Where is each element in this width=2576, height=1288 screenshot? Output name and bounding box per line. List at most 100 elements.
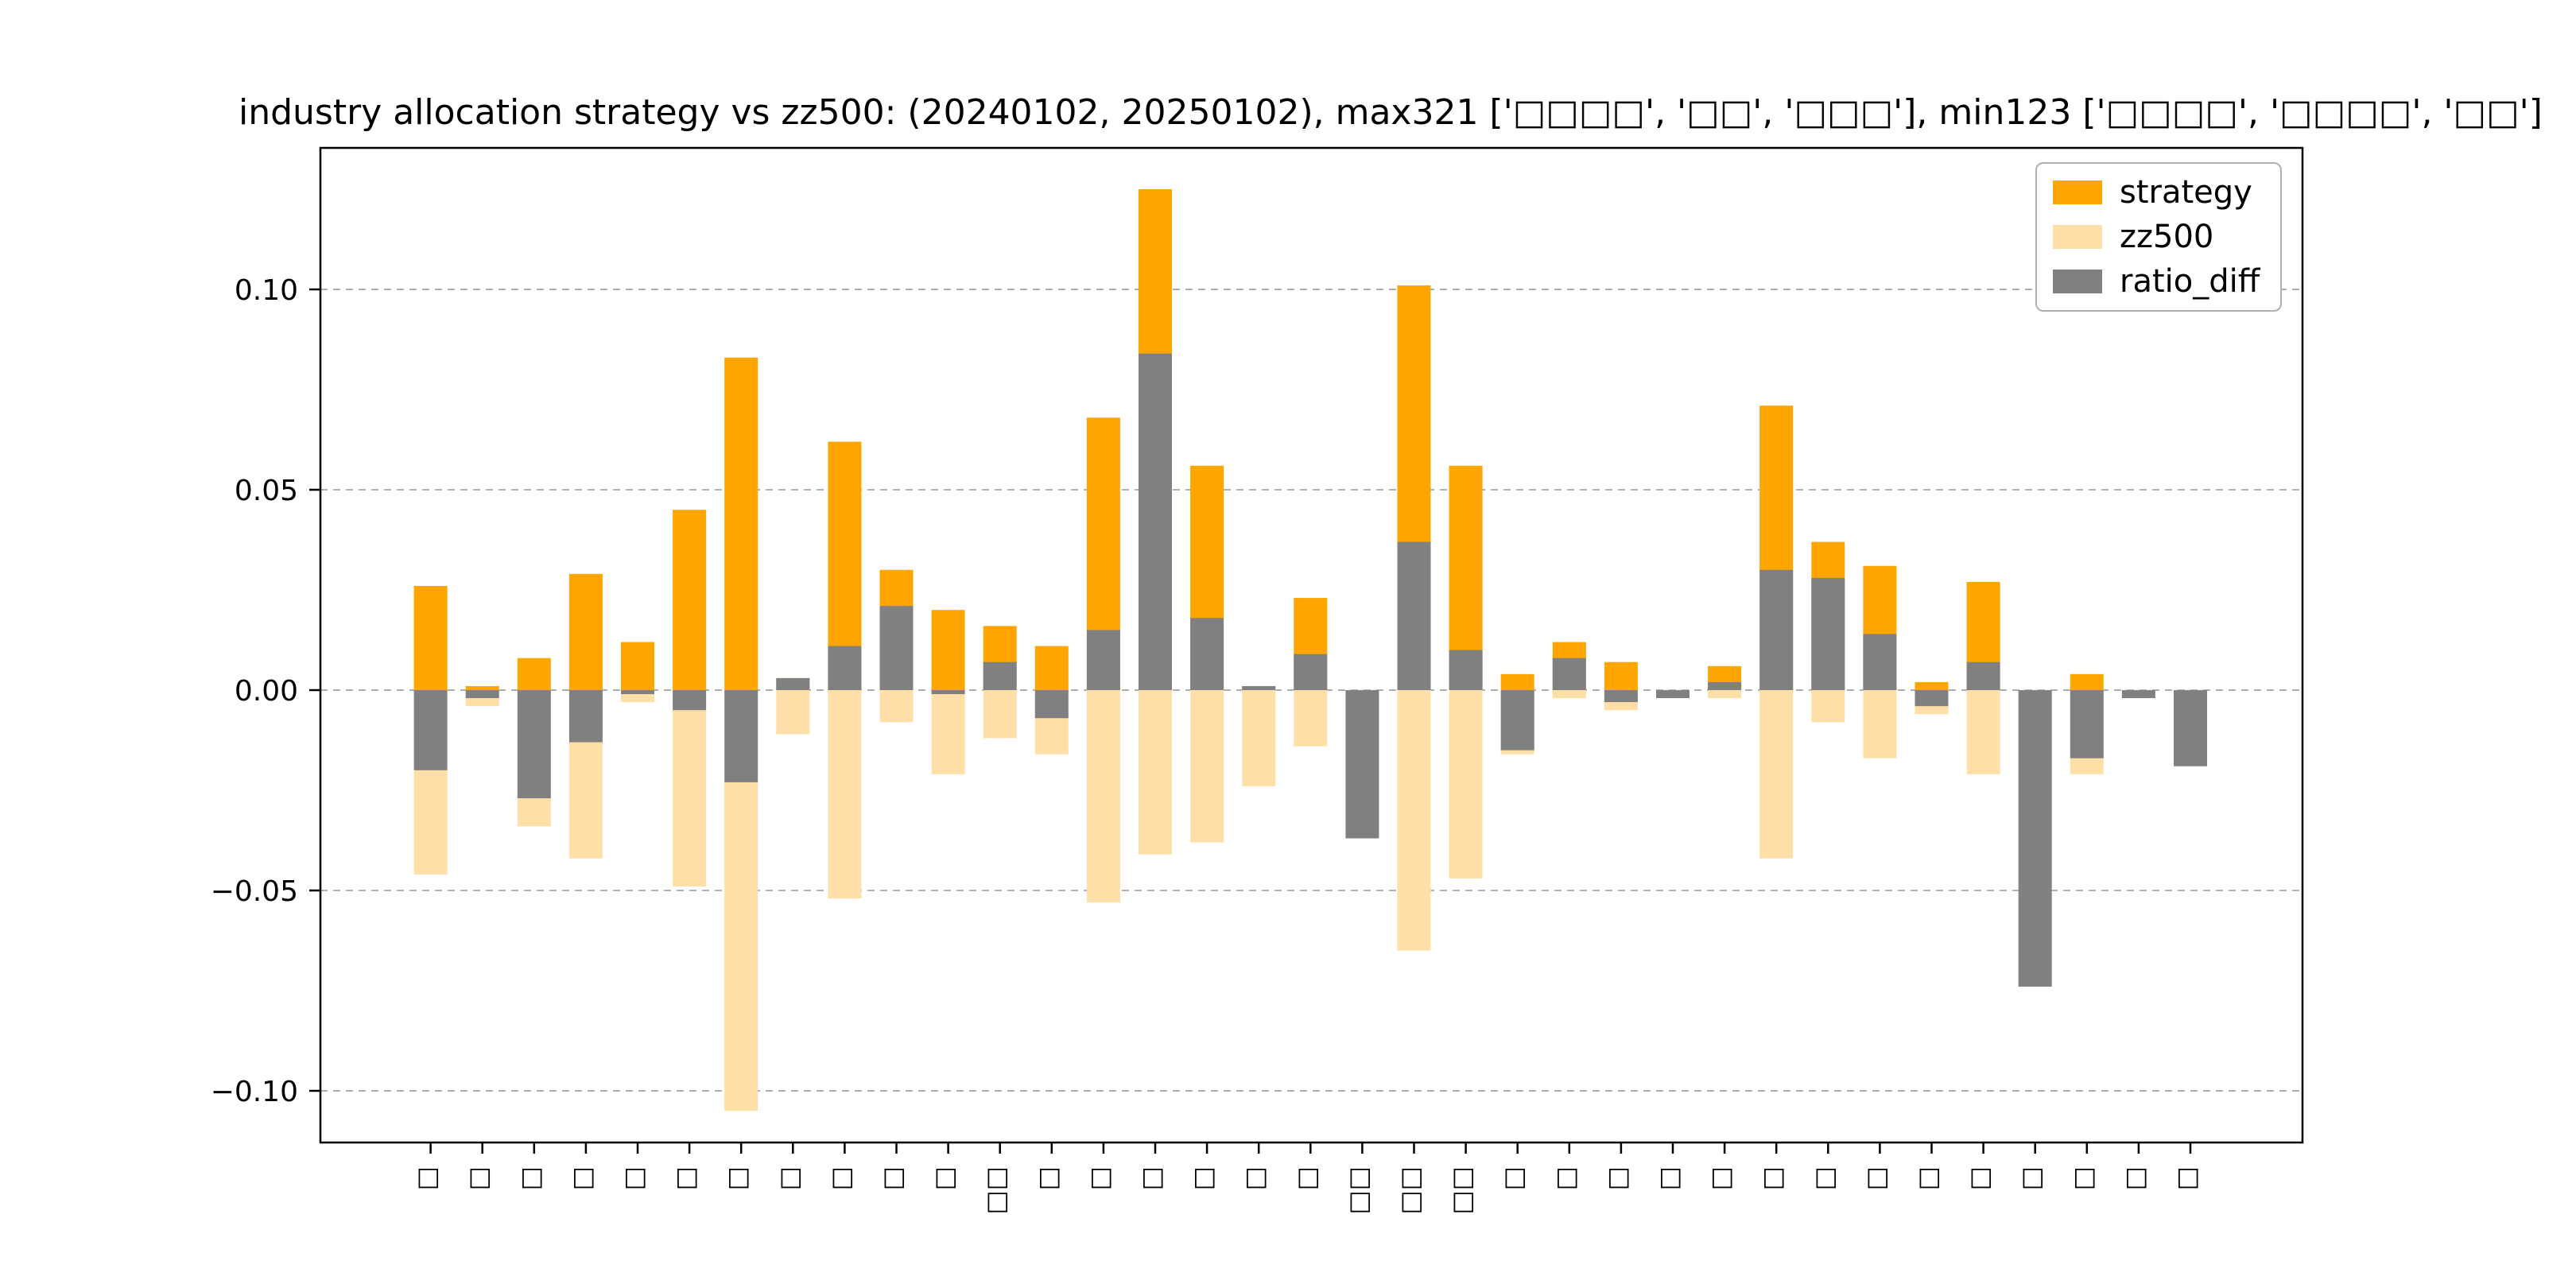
bar-zz500 bbox=[1190, 690, 1224, 843]
bar-ratio_diff bbox=[2070, 690, 2104, 758]
bar-strategy bbox=[931, 610, 965, 690]
bar-ratio_diff bbox=[1915, 690, 1949, 707]
bar-strategy bbox=[1915, 681, 1949, 690]
x-tick-label: □ bbox=[1037, 1166, 1067, 1190]
bar-zz500 bbox=[1966, 690, 2000, 774]
bar-ratio_diff bbox=[828, 646, 862, 690]
bar-ratio_diff bbox=[1242, 685, 1276, 690]
legend-label-strategy: strategy bbox=[2120, 174, 2252, 211]
bar-ratio_diff bbox=[983, 661, 1017, 690]
x-tick-label: □ bbox=[1503, 1166, 1533, 1190]
bar-ratio_diff bbox=[2174, 690, 2207, 766]
x-tick-label: □□ bbox=[985, 1166, 1015, 1214]
bar-ratio_diff bbox=[931, 690, 965, 695]
bar-ratio_diff bbox=[1552, 658, 1586, 690]
x-tick-label: □ bbox=[2072, 1166, 2102, 1190]
bar-ratio_diff bbox=[1139, 353, 1172, 690]
bar-zz500 bbox=[983, 690, 1017, 739]
bar-zz500 bbox=[1294, 690, 1328, 747]
x-tick-label: □ bbox=[416, 1166, 446, 1190]
x-tick-label: □ bbox=[1243, 1166, 1274, 1190]
bar-ratio_diff bbox=[1294, 654, 1328, 690]
bar-ratio_diff bbox=[879, 606, 914, 690]
bar-ratio_diff bbox=[517, 690, 551, 799]
bar-ratio_diff bbox=[1034, 690, 1069, 719]
bar-ratio_diff bbox=[568, 690, 603, 743]
bar-zz500 bbox=[1759, 690, 1794, 859]
x-tick-label: □ bbox=[1658, 1166, 1688, 1190]
x-tick-label: □ bbox=[519, 1166, 549, 1190]
bar-zz500 bbox=[1552, 690, 1586, 699]
chart-title: industry allocation strategy vs zz500: (… bbox=[239, 92, 2543, 133]
bar-zz500 bbox=[1708, 690, 1742, 699]
bar-strategy bbox=[724, 357, 758, 690]
bar-strategy bbox=[621, 642, 654, 690]
x-tick-label: □ bbox=[1864, 1166, 1895, 1190]
x-tick-label: □ bbox=[1192, 1166, 1222, 1190]
x-tick-label: □ bbox=[933, 1166, 964, 1190]
bar-strategy bbox=[568, 573, 603, 690]
bar-zz500 bbox=[1863, 690, 1897, 758]
legend-swatch-ratio-diff bbox=[2053, 270, 2102, 293]
legend-label-zz500: zz500 bbox=[2120, 219, 2214, 255]
bar-ratio_diff bbox=[1863, 634, 1897, 690]
y-tick-label: 0.05 bbox=[235, 475, 298, 507]
x-tick-label: □ bbox=[1554, 1166, 1585, 1190]
bar-strategy bbox=[413, 585, 448, 690]
bar-strategy bbox=[465, 685, 499, 690]
bar-ratio_diff bbox=[724, 690, 758, 782]
bar-strategy bbox=[1604, 661, 1638, 690]
bar-zz500 bbox=[1397, 690, 1431, 951]
y-tick-label: 0.10 bbox=[235, 274, 298, 307]
x-tick-label: □ bbox=[2124, 1166, 2154, 1190]
bar-ratio_diff bbox=[1397, 541, 1431, 690]
x-tick-label: □ bbox=[882, 1166, 912, 1190]
bar-zz500 bbox=[1086, 690, 1120, 903]
bar-zz500 bbox=[879, 690, 914, 723]
bar-ratio_diff bbox=[673, 690, 707, 711]
x-tick-label: □ bbox=[1917, 1166, 1947, 1190]
x-tick-label: □ bbox=[467, 1166, 498, 1190]
bar-ratio_diff bbox=[1759, 569, 1794, 690]
bar-ratio_diff bbox=[1811, 577, 1845, 690]
bar-strategy bbox=[517, 658, 551, 690]
x-tick-label: □□ bbox=[1451, 1166, 1481, 1214]
x-tick-label: □ bbox=[1140, 1166, 1170, 1190]
bar-ratio_diff bbox=[465, 690, 499, 699]
y-tick-label: 0.00 bbox=[235, 675, 298, 708]
x-tick-label: □ bbox=[1088, 1166, 1119, 1190]
bar-zz500 bbox=[1449, 690, 1483, 879]
bar-zz500 bbox=[828, 690, 862, 899]
x-tick-label: □ bbox=[571, 1166, 601, 1190]
x-tick-label: □□ bbox=[1347, 1166, 1377, 1214]
legend-item-ratio-diff: ratio_diff bbox=[2053, 266, 2260, 297]
x-tick-label: □ bbox=[829, 1166, 859, 1190]
bar-ratio_diff bbox=[1190, 618, 1224, 690]
x-tick-label: □ bbox=[2175, 1166, 2206, 1190]
bar-strategy bbox=[1034, 646, 1069, 690]
bar-ratio_diff bbox=[621, 690, 654, 695]
legend-label-ratio-diff: ratio_diff bbox=[2120, 263, 2260, 300]
legend-swatch-strategy bbox=[2053, 180, 2102, 204]
bar-ratio_diff bbox=[1966, 661, 2000, 690]
bar-ratio_diff bbox=[1345, 690, 1379, 839]
legend-swatch-zz500 bbox=[2053, 225, 2102, 249]
legend: strategy zz500 ratio_diff bbox=[2035, 162, 2283, 312]
bar-zz500 bbox=[931, 690, 965, 774]
x-tick-label: □ bbox=[1761, 1166, 1791, 1190]
x-tick-label: □□ bbox=[1399, 1166, 1430, 1214]
x-tick-label: □ bbox=[726, 1166, 756, 1190]
bar-zz500 bbox=[776, 690, 810, 735]
x-tick-label: □ bbox=[1813, 1166, 1843, 1190]
bar-ratio_diff bbox=[413, 690, 448, 770]
bar-ratio_diff bbox=[1656, 690, 1690, 699]
bar-strategy bbox=[2070, 673, 2104, 690]
axes-border bbox=[319, 146, 2304, 1144]
x-tick-label: □ bbox=[1709, 1166, 1740, 1190]
bar-ratio_diff bbox=[1604, 690, 1638, 703]
x-tick-label: □ bbox=[623, 1166, 653, 1190]
bar-ratio_diff bbox=[776, 677, 810, 690]
y-tick-label: −0.10 bbox=[211, 1076, 298, 1108]
